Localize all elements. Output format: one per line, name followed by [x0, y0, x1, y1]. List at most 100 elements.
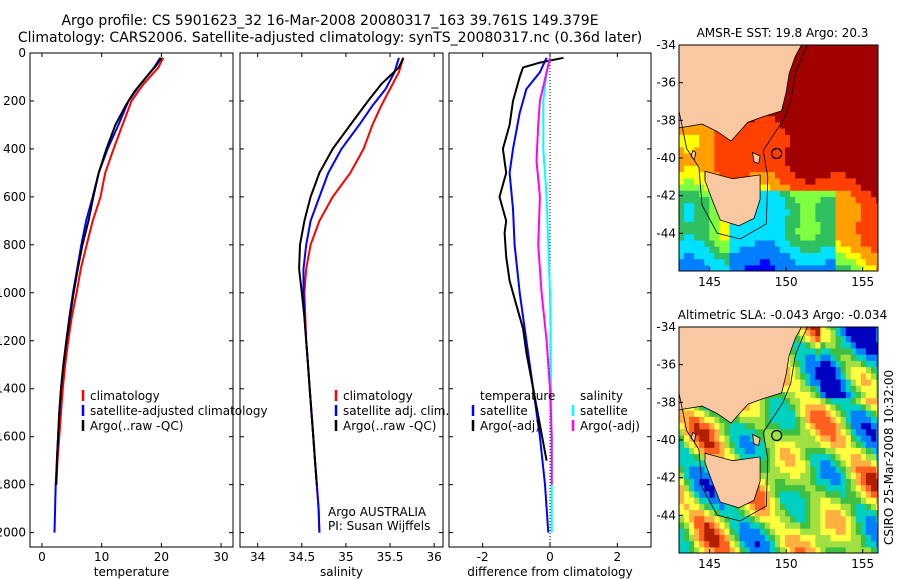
map-cell [684, 497, 690, 504]
map-cell [871, 53, 877, 61]
map-cell [855, 347, 862, 355]
map-cell [871, 534, 877, 542]
map-cell [749, 246, 756, 253]
map-cell [865, 252, 872, 260]
map-cell [830, 47, 837, 55]
map-cell [876, 385, 878, 392]
y-tick-label: -36 [656, 76, 676, 90]
map-cell [805, 459, 811, 467]
map-cell [754, 252, 761, 260]
map-cell [805, 490, 811, 498]
map-cell [790, 227, 796, 235]
map-title: AMSR-E SST: 19.8 Argo: 20.3 [697, 26, 869, 40]
map-cell [749, 171, 756, 179]
map-cell [744, 246, 751, 253]
map-cell [855, 165, 862, 173]
map-cell [689, 233, 695, 241]
map-cell [785, 208, 791, 216]
map-cell [704, 472, 710, 479]
map-cell [714, 239, 721, 247]
map-cell [679, 453, 685, 461]
map-cell [855, 128, 862, 135]
map-cell [795, 165, 801, 173]
map-cell [835, 484, 842, 492]
map-cell [749, 410, 756, 417]
map-cell [830, 347, 837, 355]
map-cell [830, 360, 837, 368]
map-cell [876, 546, 878, 553]
map-cell [855, 215, 862, 222]
map-cell [805, 264, 811, 271]
map-cell [719, 134, 726, 142]
map-cell [744, 441, 751, 448]
map-cell [800, 184, 806, 191]
map-cell [840, 372, 847, 380]
map-cell [694, 490, 700, 498]
map-cell [820, 115, 827, 123]
map-cell [759, 215, 766, 222]
map-cell [850, 184, 857, 191]
map-cell [780, 540, 786, 548]
map-cell [729, 146, 736, 154]
map-cell [800, 53, 806, 61]
y-tick-label: -34 [656, 320, 676, 334]
map-cell [800, 134, 806, 142]
legend-label: Argo(-adj) [580, 419, 640, 433]
map-cell [699, 546, 705, 553]
map-cell [855, 84, 862, 92]
map-cell [769, 202, 776, 210]
map-cell [855, 45, 862, 48]
map-cell [689, 202, 695, 210]
map-cell [820, 478, 827, 486]
map-cell [835, 416, 842, 424]
map-cell [780, 134, 786, 142]
map-cell [825, 347, 832, 355]
map-cell [855, 428, 862, 436]
map-cell [825, 47, 832, 55]
map-cell [840, 65, 847, 73]
shelf-contour [679, 327, 808, 522]
tasmania-land [704, 170, 761, 227]
map-cell [810, 335, 816, 343]
map-cell [840, 453, 847, 461]
map-cell [759, 447, 766, 455]
map-cell [835, 366, 842, 374]
map-cell [850, 441, 857, 448]
map-cell [709, 434, 715, 442]
map-cell [876, 540, 878, 548]
map-cell [860, 202, 867, 210]
map-cell [780, 171, 786, 179]
map-cell [845, 121, 852, 129]
map-cell [759, 453, 766, 461]
map-cell [739, 416, 746, 424]
map-cell [840, 103, 847, 110]
shelf-contour [679, 45, 808, 240]
map-cell [865, 121, 872, 129]
map-cell [860, 385, 867, 392]
map-cell [830, 528, 837, 535]
map-cell [780, 397, 786, 405]
map-cell [815, 503, 822, 511]
map-cell [855, 258, 862, 266]
map-cell [855, 466, 862, 473]
map-cell [800, 72, 806, 79]
map-cell [860, 503, 867, 511]
map-cell [850, 159, 857, 166]
map-cell [729, 258, 736, 266]
map-cell [679, 208, 685, 216]
map-cell [840, 521, 847, 529]
map-cell [876, 416, 878, 424]
map-cell [805, 215, 811, 222]
map-cell [820, 509, 827, 517]
map-cell [876, 246, 878, 253]
map-cell [734, 159, 741, 166]
y-tick-label: -38 [656, 113, 676, 127]
map-cell [860, 246, 867, 253]
map-cell [860, 103, 867, 110]
map-cell [810, 152, 816, 160]
map-cell [699, 165, 705, 173]
map-cell [795, 341, 801, 349]
map-cell [820, 140, 827, 148]
map-cell [835, 341, 842, 349]
map-cell [871, 47, 877, 55]
